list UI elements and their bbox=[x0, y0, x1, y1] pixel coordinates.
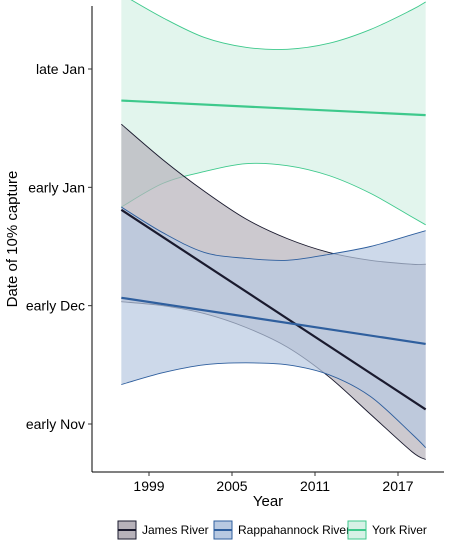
x-axis-title: Year bbox=[253, 493, 283, 510]
x-tick-label: 2017 bbox=[382, 478, 413, 494]
york-river-band bbox=[121, 0, 426, 225]
rappahannock-river-band bbox=[121, 207, 426, 448]
y-axis-title: Date of 10% capture bbox=[4, 171, 21, 308]
legend-label-york-river: York River bbox=[372, 523, 427, 537]
rappahannock-river-fit-line bbox=[121, 296, 426, 346]
york-river-upper-bound bbox=[130, 0, 426, 50]
legend-label-rappahannock-river: Rappahannock River bbox=[238, 523, 350, 537]
y-tick-label: early Dec bbox=[26, 298, 85, 314]
rappahannock-river-upper-bound bbox=[121, 206, 426, 261]
x-tick-label: 2011 bbox=[300, 478, 330, 494]
axes bbox=[91, 6, 444, 473]
y-tick-label: late Jan bbox=[36, 61, 85, 77]
legend-item-rappahannock-river: Rappahannock River bbox=[213, 520, 350, 540]
confidence-bands bbox=[121, 0, 426, 460]
fit-lines bbox=[120, 99, 427, 411]
x-tick-label: 2005 bbox=[216, 478, 247, 494]
y-tick-label: early Jan bbox=[28, 179, 85, 195]
legend-item-james-river: James River bbox=[117, 520, 209, 540]
y-ticks: early Nov early Dec early Jan late Jan bbox=[26, 61, 92, 432]
y-tick-label: early Nov bbox=[26, 416, 85, 432]
legend-item-york-river: York River bbox=[347, 520, 427, 540]
james-river-fit-line bbox=[120, 208, 427, 411]
legend: James River Rappahannock River York River bbox=[117, 520, 427, 540]
x-tick-label: 1999 bbox=[133, 478, 164, 494]
rappahannock-river-lower-bound bbox=[121, 362, 426, 448]
x-ticks: 1999 2005 2011 2017 bbox=[133, 472, 414, 494]
legend-label-james-river: James River bbox=[142, 523, 209, 537]
york-river-fit-line bbox=[121, 99, 426, 117]
